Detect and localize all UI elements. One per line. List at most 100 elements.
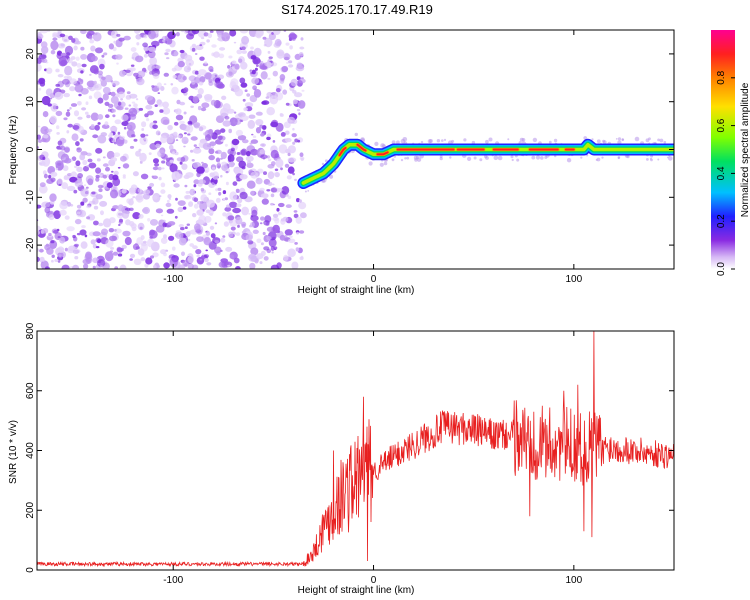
noise-speckle-dot [149,71,153,75]
snr-panel: -100 0 100 0 200 400 600 800 Height of straight… [8,322,675,596]
noise-speckle-dot [37,125,41,128]
ridge-halo-dot [391,140,396,145]
noise-speckle-dot [206,262,212,266]
ridge-halo-dot [307,190,310,192]
noise-speckle-dot [294,92,303,98]
noise-speckle-dot [197,88,204,95]
noise-speckle-dot [80,241,88,249]
noise-speckle-dot [91,191,96,195]
noise-speckle-dot [79,153,86,161]
noise-speckle-dot [196,166,205,174]
noise-speckle-dot [118,37,125,42]
noise-speckle-dot [175,108,182,115]
noise-speckle-dot [300,37,304,41]
noise-speckle-dot [209,172,215,178]
ridge-halo-dot [583,136,587,140]
snr-series-line [37,331,674,568]
noise-speckle-dot [224,115,230,120]
noise-speckle-dot [85,251,92,260]
noise-speckle-dot [151,40,160,47]
noise-speckle-dot [129,93,138,99]
noise-speckle-dot [294,178,297,182]
noise-speckle-dot [76,232,81,236]
noise-speckle-dot [225,71,234,78]
noise-speckle-dot [187,133,191,136]
noise-speckle-dot [119,218,123,223]
noise-speckle-dot [129,188,136,195]
noise-speckle-dot [203,132,208,136]
ridge-halo-dot [329,174,334,179]
noise-speckle-dot [296,231,300,235]
noise-speckle-dot [167,124,173,131]
x-tick-label: -100 [163,575,183,586]
noise-speckle-dot [287,248,296,258]
noise-speckle-dot [177,73,186,83]
colorbar: 0.0 0.2 0.4 0.6 0.8 Normalized spectral ampl… [711,30,750,276]
noise-speckle-dot [201,161,204,164]
noise-speckle-dot [56,50,63,56]
noise-speckle-dot [197,74,201,78]
noise-speckle-dot [79,138,84,142]
ridge-halo-dot [516,158,520,162]
noise-speckle-dot [241,46,246,50]
noise-speckle-dot [189,188,196,196]
noise-speckle-dot [204,254,209,258]
noise-speckle-dot [286,61,289,64]
noise-speckle-dot [232,181,238,186]
noise-speckle-dot [181,136,189,145]
noise-speckle-dot [183,65,191,73]
noise-speckle-dot [85,111,89,115]
noise-speckle-dot [45,88,53,96]
noise-speckle-dot [208,241,217,250]
noise-speckle-dot [279,74,286,81]
noise-speckle-dot [230,78,239,88]
noise-speckle-dot [272,183,275,186]
noise-speckle-dot [139,226,143,230]
noise-speckle-dot [97,184,104,189]
noise-speckle-dot [196,201,203,205]
noise-speckle-dot [236,49,243,55]
noise-speckle-dot [140,173,149,180]
noise-speckle-dot [208,155,215,161]
noise-speckle-dot [51,259,54,263]
ridge-core-red [356,143,367,152]
noise-speckle-dot [274,91,284,101]
noise-speckle-dot [234,208,239,212]
noise-speckle-dot [117,166,121,169]
noise-speckle-dot [142,206,150,215]
spectrogram-ylabel: Frequency (Hz) [8,116,19,185]
noise-speckle-dot [113,152,121,157]
noise-speckle-dot [96,238,102,244]
noise-speckle-dot [259,81,263,85]
noise-speckle-dot [248,114,256,119]
noise-speckle-dot [71,133,79,141]
noise-speckle-dot [160,182,166,188]
noise-speckle-dot [250,255,259,262]
y-tick-label: 20 [25,48,36,60]
noise-speckle-dot [138,107,144,111]
noise-speckle-dot [129,207,134,211]
noise-speckle-dot [114,266,119,269]
noise-speckle-dot [162,222,167,228]
noise-speckle-dot [205,209,211,214]
noise-speckle-dot [231,138,240,146]
noise-speckle-dot [236,152,241,155]
noise-speckle-dot [41,58,48,63]
noise-speckle-dot [78,93,82,97]
noise-speckle-dot [63,75,69,79]
noise-speckle-dot [244,102,254,108]
noise-speckle-dot [268,238,277,248]
figure-title: S174.2025.170.17.49.R19 [281,2,433,17]
noise-speckle-dot [251,77,260,85]
noise-speckle-dot [191,79,196,85]
noise-speckle-dot [188,201,194,207]
noise-speckle-dot [113,40,116,44]
noise-speckle-dot [61,182,68,190]
noise-speckle-dot [200,107,207,112]
noise-speckle-dot [114,228,117,232]
noise-speckle-dot [203,32,209,37]
noise-speckle-dot [177,135,181,138]
noise-speckle-dot [250,222,255,228]
noise-speckle-dot [41,201,51,208]
noise-speckle-dot [208,148,215,155]
